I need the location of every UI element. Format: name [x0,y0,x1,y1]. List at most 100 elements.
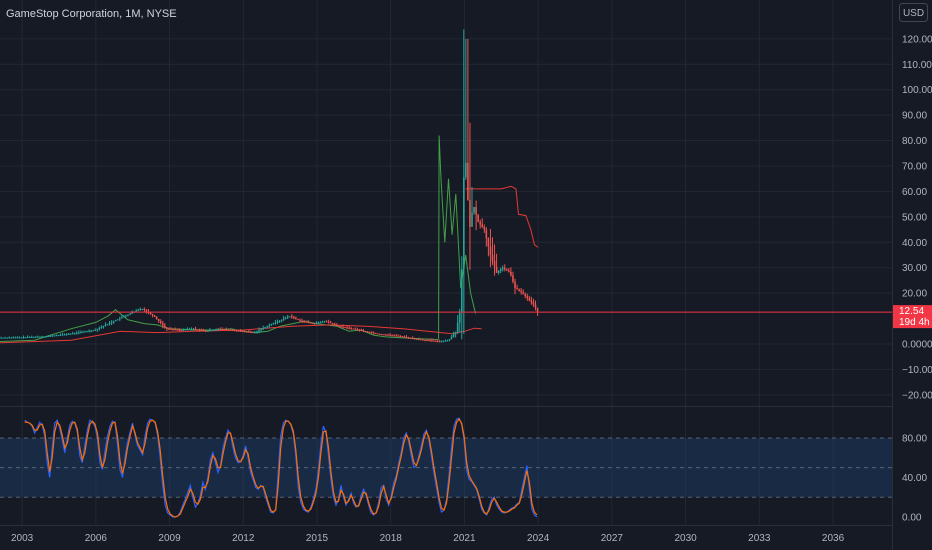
candle-body [499,269,502,272]
currency-label: USD [903,8,924,19]
candle-body [282,318,285,320]
currency-button[interactable]: USD [899,3,928,22]
candle-body [71,333,74,335]
candle-body [471,212,473,227]
candle-body [422,339,424,341]
candle-body [233,330,236,332]
candle-body [348,327,350,329]
candle-body [524,293,527,297]
candle-body [413,338,416,340]
candle-body [428,340,430,342]
candle-body [362,330,365,332]
candle-body [481,224,484,228]
candle-body [338,325,340,327]
candle-body [84,331,86,333]
overlay-lines [0,135,539,344]
candle-body [403,336,406,338]
price-tick-label: 80.00 [902,136,927,147]
candle-body [358,329,361,331]
candle-body [161,323,164,326]
candle-body [98,327,101,329]
candle-body [168,328,170,330]
candle-body [63,334,66,336]
candle-body [104,325,107,327]
candle-body [456,322,459,332]
candle-body [108,323,111,325]
candle-body [432,340,434,342]
candle-body [235,330,238,332]
candle-body [174,329,176,331]
candle-body [250,331,252,333]
candle-body [53,335,56,337]
candle-body [366,331,369,333]
candle-body [477,214,479,222]
price-tick-label: 70.00 [902,161,927,172]
candle-body [176,329,178,331]
candle-body [495,266,498,273]
candle-body [47,336,49,338]
candle-body [245,331,248,333]
candle-body [262,328,264,330]
candle-body [450,336,453,340]
candle-body [381,334,383,336]
candle-body [86,331,88,333]
candle-body [204,330,207,332]
candle-body [436,341,438,343]
candle-body [4,337,6,339]
candle-body [172,329,174,331]
time-tick-label: 2030 [674,533,697,544]
candle-body [291,316,293,318]
time-tick-label: 2036 [822,533,845,544]
stochastic-line [24,417,538,518]
candle-body [444,340,447,342]
time-tick-label: 2015 [306,533,329,544]
candle-body [170,328,172,330]
candle-body [239,330,242,332]
overlay-line [0,309,439,342]
candle-body [397,335,400,337]
stochastic-axis[interactable]: 80.00 40.00 0.00 [902,433,927,523]
price-axis[interactable]: 120.00 110.00 100.00 90.00 80.00 70.00 60.00 50… [902,34,932,401]
symbol-title[interactable]: GameStop Corporation, 1M, NYSE [6,8,177,20]
stochastic-line [24,418,538,518]
candle-body [209,330,211,332]
candle-body [28,337,31,339]
candle-body [178,329,180,331]
price-tick-label: 20.00 [902,289,927,300]
candle-body [297,318,299,320]
candle-body [196,329,199,331]
candle-body [411,338,414,340]
candle-body [49,335,51,337]
candle-body [186,329,189,331]
candle-body [331,323,334,325]
candle-body [512,275,514,282]
candle-body [30,336,33,338]
candle-body [241,331,244,333]
candle-body [131,312,133,314]
candle-body [368,331,371,333]
candle-body [260,329,262,331]
candle-body [252,332,254,334]
candle-body [14,337,17,339]
candle-body [356,329,359,331]
candle-body [248,331,250,333]
candle-body [223,329,226,331]
candle-body [514,281,516,289]
candle-body [268,325,271,327]
candle-body [415,338,418,340]
stochastic-tick-label: 0.00 [902,513,922,524]
time-tick-label: 2003 [11,533,34,544]
candle-body [159,321,162,324]
candle-body [213,329,215,331]
candle-body [321,321,324,323]
overlay-line [0,324,482,344]
candle-body [135,310,137,312]
time-axis[interactable]: 2003 2006 2009 2012 2015 2018 2021 2024 2027 2030… [11,533,845,544]
candle-body [106,324,109,326]
candle-body [153,315,156,317]
candle-body [430,340,432,342]
candle-body [20,337,23,339]
candle-body [391,335,393,337]
price-tick-label: 100.00 [902,85,932,96]
